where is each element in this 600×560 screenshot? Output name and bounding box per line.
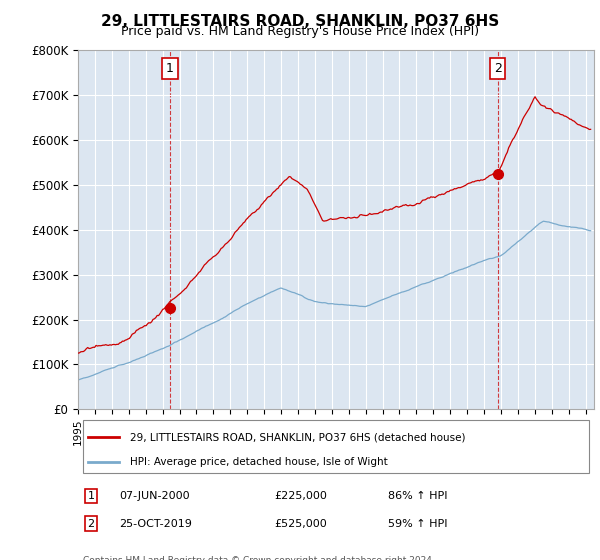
- Text: 29, LITTLESTAIRS ROAD, SHANKLIN, PO37 6HS: 29, LITTLESTAIRS ROAD, SHANKLIN, PO37 6H…: [101, 14, 499, 29]
- Text: 2: 2: [494, 62, 502, 75]
- Text: 1: 1: [88, 491, 94, 501]
- Text: 2: 2: [88, 519, 94, 529]
- Text: 59% ↑ HPI: 59% ↑ HPI: [388, 519, 447, 529]
- Text: 86% ↑ HPI: 86% ↑ HPI: [388, 491, 447, 501]
- Text: 07-JUN-2000: 07-JUN-2000: [119, 491, 190, 501]
- Text: £225,000: £225,000: [274, 491, 327, 501]
- Text: 25-OCT-2019: 25-OCT-2019: [119, 519, 192, 529]
- Text: 29, LITTLESTAIRS ROAD, SHANKLIN, PO37 6HS (detached house): 29, LITTLESTAIRS ROAD, SHANKLIN, PO37 6H…: [130, 432, 465, 442]
- Text: 1: 1: [166, 62, 174, 75]
- FancyBboxPatch shape: [83, 421, 589, 473]
- Text: Price paid vs. HM Land Registry's House Price Index (HPI): Price paid vs. HM Land Registry's House …: [121, 25, 479, 38]
- Text: Contains HM Land Registry data © Crown copyright and database right 2024.
This d: Contains HM Land Registry data © Crown c…: [83, 556, 435, 560]
- Text: HPI: Average price, detached house, Isle of Wight: HPI: Average price, detached house, Isle…: [130, 458, 388, 467]
- Text: £525,000: £525,000: [274, 519, 327, 529]
